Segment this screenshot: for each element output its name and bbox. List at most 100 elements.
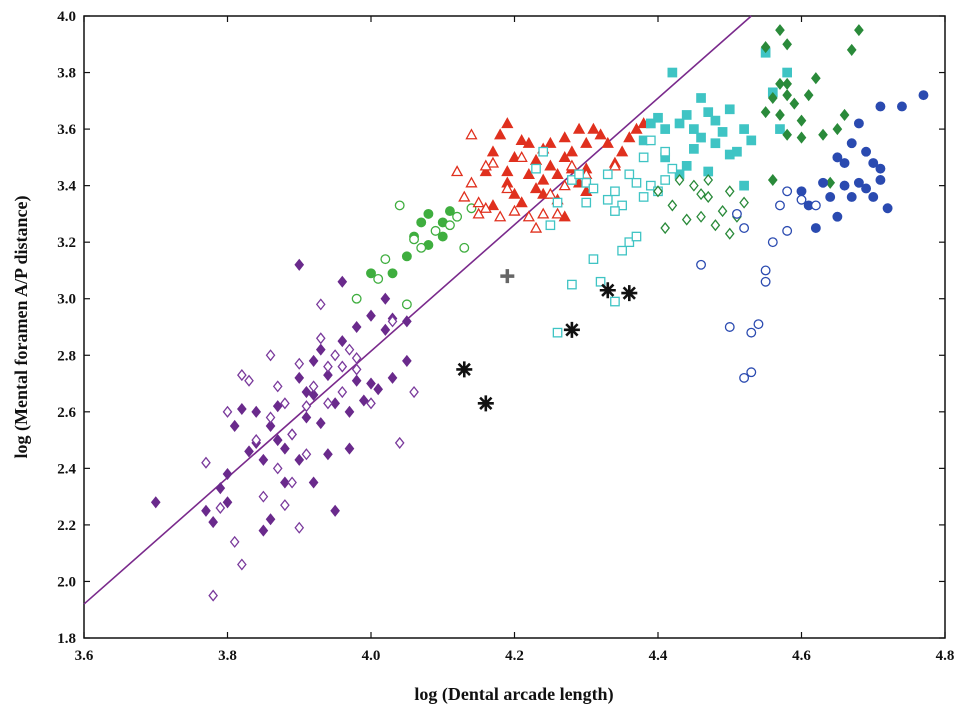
data-point-triangle-open — [515, 151, 528, 163]
data-point-square-open — [595, 276, 606, 287]
data-point-diamond-filled — [272, 434, 283, 447]
data-point-diamond-filled — [308, 388, 319, 401]
data-point-square-filled — [645, 118, 656, 129]
data-point-square-filled — [660, 124, 671, 134]
data-point-square-filled — [746, 135, 757, 146]
y-tick-label: 2.8 — [57, 348, 76, 364]
data-point-diamond-filled — [244, 445, 254, 458]
y-axis-title: log (Mental foramen A/P distance) — [11, 196, 32, 459]
data-point-diamond-filled — [229, 419, 240, 432]
data-point-square-filled — [696, 132, 706, 143]
data-point-diamond-filled — [854, 24, 864, 37]
data-point-square-open — [624, 237, 635, 248]
data-point-circle-filled — [875, 163, 886, 174]
data-point-triangle-open — [479, 201, 492, 213]
y-tick-label: 2.2 — [57, 518, 76, 534]
data-point-diamond-filled — [258, 524, 269, 537]
data-point-diamond-open — [696, 188, 706, 201]
data-point-diamond-filled — [818, 128, 828, 141]
data-point-diamond-filled — [308, 354, 319, 367]
data-point-diamond-filled — [330, 397, 340, 410]
data-point-triangle-filled — [486, 199, 500, 211]
data-point-diamond-open — [315, 298, 326, 311]
data-point-square-filled — [775, 124, 785, 134]
data-point-diamond-open — [674, 173, 685, 187]
data-point-circle-filled — [832, 211, 843, 222]
data-point-circle-open — [696, 259, 707, 270]
data-point-diamond-filled — [265, 513, 276, 526]
data-point-triangle-filled — [623, 131, 636, 143]
data-point-diamond-filled — [846, 43, 857, 56]
data-point-triangle-open — [472, 207, 485, 219]
data-point-triangle-filled — [572, 122, 586, 134]
data-point-diamond-open — [251, 434, 262, 447]
data-point-square-open — [567, 175, 577, 185]
data-point-square-open — [631, 177, 642, 188]
data-point-triangle-filled — [580, 136, 593, 148]
data-point-square-open — [638, 152, 649, 163]
data-point-circle-filled — [832, 152, 843, 163]
data-point-diamond-filled — [215, 482, 226, 495]
data-point-triangle-filled — [558, 131, 571, 143]
data-point-diamond-open — [301, 400, 312, 413]
data-point-triangle-filled — [565, 145, 579, 157]
data-point-triangle-filled — [537, 187, 550, 199]
data-point-circle-open — [416, 242, 427, 253]
data-point-circle-filled — [846, 138, 857, 149]
data-point-square-filled — [689, 144, 699, 154]
data-point-triangle-open — [522, 210, 535, 222]
data-point-circle-filled — [875, 101, 886, 112]
data-point-square-open — [624, 169, 635, 180]
data-point-circle-filled — [868, 191, 879, 202]
data-point-diamond-open — [344, 343, 355, 356]
data-point-circle-filled — [401, 251, 412, 262]
axis-ticks: 3.6 3.8 4.0 4.2 4.4 4.6 4.8 1.8 2.0 2.2 2.4 2.6 2.8 3… — [57, 9, 954, 664]
x-axis-title: log (Dental arcade length) — [414, 684, 613, 705]
data-point-diamond-filled — [832, 123, 843, 136]
y-tick-label: 4.0 — [57, 9, 76, 25]
data-point-square-open — [545, 220, 556, 231]
data-point-diamond-open — [265, 411, 276, 424]
data-point-circle-filled — [810, 223, 821, 233]
data-point-diamond-filled — [351, 374, 362, 387]
data-point-diamond-open — [301, 448, 312, 461]
y-tick-label: 1.8 — [57, 631, 76, 647]
data-point-diamond-filled — [402, 354, 412, 367]
plot-area — [83, 15, 946, 639]
data-point-circle-filled — [853, 177, 864, 188]
data-point-asterisk-filled — [621, 285, 638, 302]
data-point-diamond-open — [294, 357, 305, 370]
data-point-triangle-open — [494, 210, 507, 222]
data-point-diamond-open — [201, 456, 211, 469]
data-point-diamond-open — [237, 369, 247, 382]
regression-line-layer — [83, 15, 752, 605]
data-point-diamond-open — [681, 213, 692, 226]
data-point-square-open — [631, 231, 642, 242]
data-point-square-open — [531, 163, 541, 174]
data-point-diamond-filled — [150, 496, 161, 509]
data-point-square-filled — [724, 104, 735, 115]
data-point-diamond-open — [208, 589, 218, 602]
data-point-circle-filled — [918, 90, 929, 101]
data-point-diamond-open — [272, 462, 283, 475]
data-point-diamond-filled — [387, 371, 398, 384]
data-point-diamond-filled — [344, 405, 355, 418]
data-point-triangle-open — [450, 165, 464, 177]
data-point-triangle-filled — [601, 136, 614, 148]
data-point-square-filled — [653, 112, 663, 123]
data-point-circle-filled — [839, 180, 850, 191]
data-point-circle-open — [351, 293, 362, 304]
data-point-diamond-open — [229, 535, 240, 548]
data-point-circle-open — [459, 242, 470, 253]
x-tick-label: 4.8 — [936, 648, 955, 664]
data-point-diamond-filled — [294, 453, 305, 466]
data-point-diamond-filled — [760, 41, 771, 54]
data-point-diamond-filled — [760, 106, 771, 119]
data-point-triangle-filled — [494, 128, 507, 140]
data-point-circle-filled — [897, 101, 907, 112]
data-point-diamond-open — [696, 210, 706, 223]
data-point-square-filled — [710, 115, 721, 126]
data-point-circle-open — [782, 225, 793, 236]
data-point-diamond-open — [724, 185, 735, 198]
